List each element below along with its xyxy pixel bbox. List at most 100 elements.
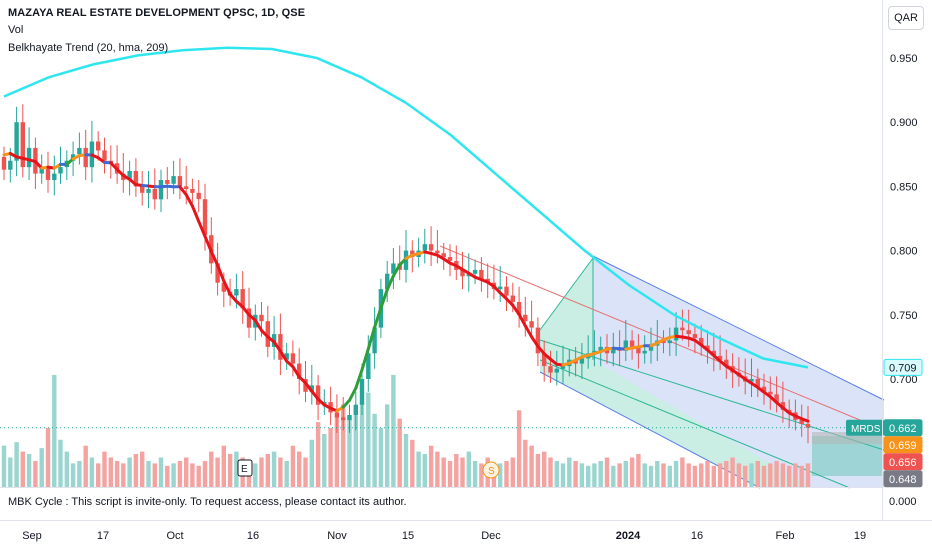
candle-body — [221, 282, 226, 292]
volume-bar — [52, 374, 57, 487]
candle-body — [309, 385, 314, 392]
volume-bar — [284, 461, 289, 487]
candle-body — [579, 358, 585, 364]
candle-body — [799, 420, 804, 424]
candle-body — [158, 180, 164, 200]
volume-bar — [278, 457, 283, 487]
x-tick-label: Sep — [22, 530, 42, 542]
candle-body — [391, 263, 396, 274]
volume-bar — [673, 461, 679, 487]
volume-bar — [410, 439, 415, 487]
y-tick-label: 0.750 — [890, 310, 918, 322]
volume-bar — [353, 410, 358, 487]
volume-bar — [498, 463, 503, 487]
volume-bar — [234, 451, 239, 487]
volume-bar — [146, 461, 151, 487]
x-tick-label: Feb — [776, 530, 795, 542]
candle-body — [560, 366, 566, 369]
trend-segment — [800, 417, 810, 423]
x-tick-label: 19 — [854, 530, 866, 542]
trend-segment — [341, 398, 351, 409]
price-label-box — [883, 436, 923, 454]
volume-bar — [20, 451, 25, 487]
candle-body — [661, 340, 666, 344]
candle-body — [240, 289, 245, 309]
candle-body — [341, 417, 346, 421]
candle-body — [686, 330, 691, 335]
candle-body — [717, 355, 723, 360]
volume-bar — [378, 428, 384, 487]
candle-body — [334, 412, 340, 418]
candle-body — [177, 176, 183, 187]
volume-bar — [227, 454, 233, 487]
candle-body — [171, 176, 176, 184]
volume-bar — [385, 404, 390, 487]
volume-bar — [560, 463, 566, 487]
candle-body — [77, 147, 82, 155]
candle-body — [768, 391, 773, 395]
volume-bar — [366, 392, 371, 487]
candle-body — [196, 192, 201, 200]
volume-bar — [761, 465, 767, 487]
candle-body — [290, 353, 296, 364]
candle-body — [146, 189, 151, 193]
volume-bar — [743, 465, 748, 487]
trend-segment — [190, 204, 201, 223]
price-axis-border — [882, 0, 883, 520]
trend-segment — [505, 297, 515, 307]
volume-bar — [472, 461, 478, 487]
volume-bar — [705, 461, 710, 487]
x-tick-label: 16 — [691, 530, 703, 542]
candle-body — [472, 269, 478, 274]
volume-bar — [89, 457, 95, 487]
volume-bar — [661, 463, 666, 487]
candle-body — [504, 286, 509, 296]
symbol-label-box — [846, 419, 884, 436]
volume-bar — [768, 463, 773, 487]
candle-body — [692, 334, 698, 338]
trend-segment — [530, 335, 540, 348]
channel-left-edge — [539, 257, 594, 331]
pane-separator[interactable] — [0, 487, 882, 488]
candle-body — [648, 345, 654, 351]
candle-body — [83, 147, 88, 168]
candle-body — [20, 122, 25, 168]
volume-bar — [755, 461, 760, 487]
candle-body — [259, 314, 264, 322]
volume-bar — [114, 461, 120, 487]
x-tick-label: 15 — [402, 530, 414, 542]
volume-bar — [83, 445, 88, 487]
currency-button[interactable]: QAR — [888, 6, 924, 30]
trend-segment — [304, 381, 314, 393]
volume-bar — [108, 457, 113, 487]
x-tick-label: Oct — [166, 530, 183, 542]
candle-body — [460, 269, 465, 277]
volume-bar — [529, 445, 534, 487]
candle-body — [466, 273, 471, 277]
candle-body — [498, 286, 503, 290]
event-earnings-label: E — [241, 464, 248, 475]
y-tick-label: 0.700 — [890, 374, 918, 386]
channel-top-line — [592, 255, 885, 401]
candle-body — [202, 199, 208, 236]
candle-body — [711, 350, 716, 356]
candle-body — [102, 150, 107, 161]
x-tick-label: Dec — [481, 530, 501, 542]
volume-bar — [749, 463, 754, 487]
volume-bar — [460, 457, 465, 487]
candle-body — [699, 337, 704, 346]
candle-body — [353, 404, 358, 415]
volume-bar — [428, 445, 434, 487]
candle-body — [234, 289, 239, 296]
volume-bar — [96, 463, 101, 487]
volume-bar — [604, 457, 610, 487]
volume-bar — [435, 451, 440, 487]
candle-body — [680, 327, 685, 331]
volume-bar — [447, 461, 453, 487]
volume-bar — [322, 433, 327, 487]
candle-body — [190, 189, 195, 193]
volume-bar — [403, 433, 409, 487]
volume-bar — [328, 428, 333, 487]
candle-body — [636, 346, 641, 354]
